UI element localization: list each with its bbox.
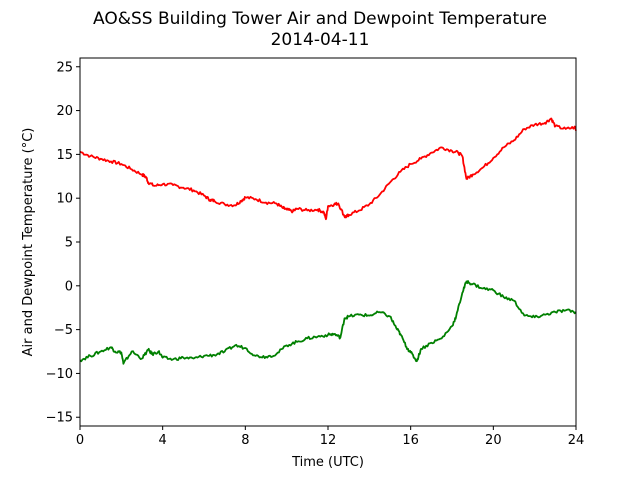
y-axis-label: Air and Dewpoint Temperature (°C) (21, 128, 36, 357)
y-tick-label: 0 (65, 279, 73, 294)
x-tick-label: 0 (76, 433, 84, 448)
chart-subtitle: 2014-04-11 (271, 30, 370, 50)
x-tick-label: 12 (320, 433, 337, 448)
y-tick-label: 15 (56, 148, 73, 163)
y-tick-label: −15 (46, 411, 73, 426)
y-tick-label: 20 (56, 104, 73, 119)
y-tick-label: −5 (54, 323, 73, 338)
series-line-dewpoint (79, 280, 577, 365)
x-axis-label: Time (UTC) (291, 455, 364, 470)
y-tick-label: 25 (56, 60, 73, 75)
y-axis: −15 −10 −5 0 5 10 15 20 25 (46, 60, 80, 426)
x-tick-label: 4 (159, 433, 167, 448)
series-layer (79, 117, 577, 365)
chart-title: AO&SS Building Tower Air and Dewpoint Te… (93, 9, 547, 29)
x-tick-label: 8 (241, 433, 249, 448)
x-axis: 0 4 8 12 16 20 24 (76, 426, 584, 448)
y-tick-label: −10 (46, 367, 73, 382)
series-line-air (79, 117, 577, 221)
x-tick-label: 16 (402, 433, 419, 448)
x-tick-label: 24 (568, 433, 585, 448)
axes-frame (79, 57, 577, 427)
x-tick-label: 20 (485, 433, 502, 448)
y-tick-label: 5 (65, 236, 73, 251)
plot-area (79, 57, 577, 427)
y-tick-label: 10 (56, 192, 73, 207)
